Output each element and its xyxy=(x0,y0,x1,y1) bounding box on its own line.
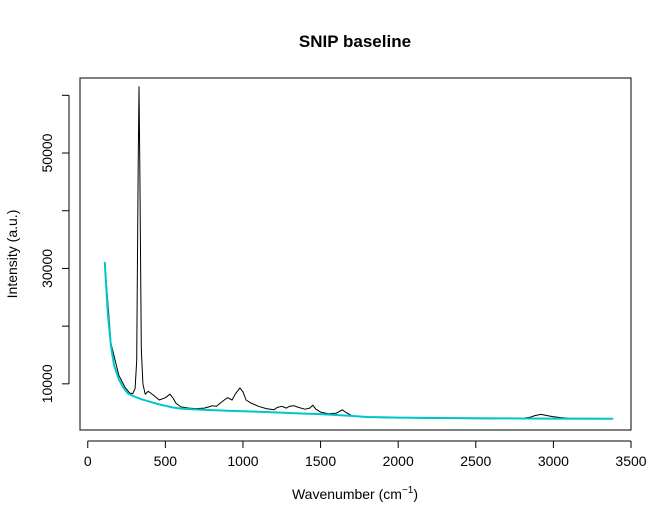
x-axis-label-superscript: −1 xyxy=(402,485,414,496)
x-tick-label: 2000 xyxy=(383,453,414,469)
plot-frame xyxy=(79,77,632,431)
y-axis-label: Intensity (a.u.) xyxy=(4,210,20,299)
spectrum-line xyxy=(104,86,613,420)
y-tick-label: 50000 xyxy=(39,133,55,172)
y-axis: 10000 30000 50000 xyxy=(39,94,70,403)
x-tick-label: 2500 xyxy=(460,453,491,469)
baseline-line xyxy=(103,261,614,420)
y-tick-label: 30000 xyxy=(39,249,55,288)
plot-area xyxy=(103,86,614,420)
x-axis-label-suffix: ) xyxy=(413,486,418,502)
x-tick-label: 3000 xyxy=(538,453,569,469)
x-tick-label: 3500 xyxy=(615,453,646,469)
x-axis-label-text: Wavenumber (cm xyxy=(292,486,402,502)
chart-title: SNIP baseline xyxy=(299,32,411,51)
x-axis: 0 500 1000 1500 2000 2500 3000 3500 xyxy=(84,440,647,469)
x-tick-label: 0 xyxy=(84,453,92,469)
y-tick-label: 10000 xyxy=(39,364,55,403)
x-axis-label: Wavenumber (cm−1) xyxy=(292,485,418,502)
x-tick-label: 1500 xyxy=(305,453,336,469)
x-tick-label: 1000 xyxy=(227,453,258,469)
x-tick-label: 500 xyxy=(154,453,178,469)
